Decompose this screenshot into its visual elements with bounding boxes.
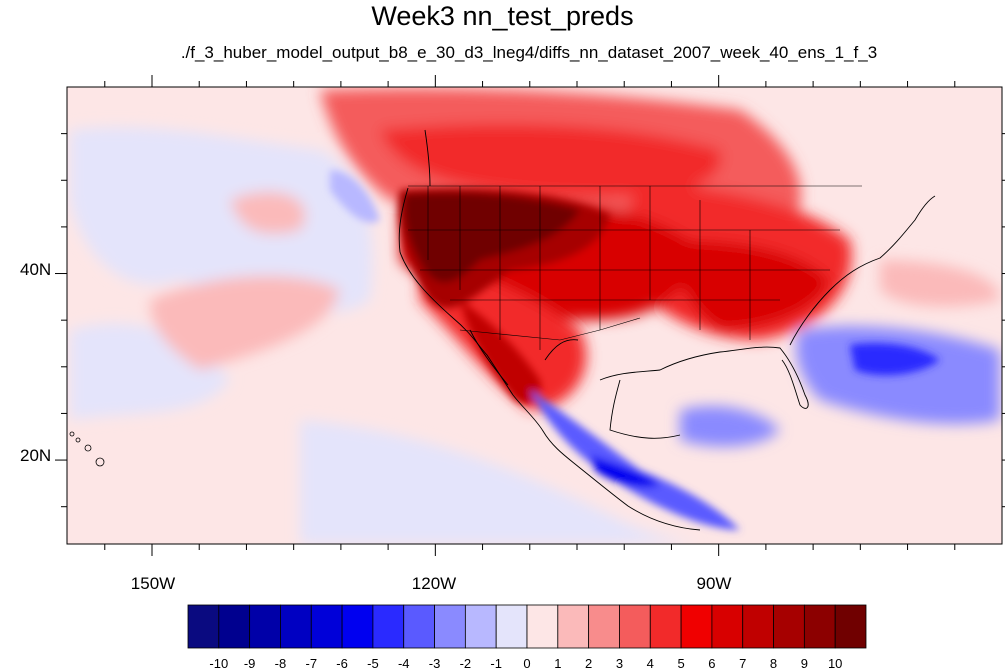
colorbar-label: 8 (770, 656, 777, 671)
colorbar-swatch (803, 604, 836, 649)
colorbar-label: 2 (585, 656, 592, 671)
map-frame (66, 86, 1003, 545)
colorbar-swatch (742, 604, 774, 649)
colorbar-label: -4 (398, 656, 410, 671)
colorbar-swatch (680, 604, 713, 649)
central-america-cool-region (530, 390, 740, 530)
colorbar-swatch (557, 604, 590, 649)
colorbar-label: -2 (460, 656, 472, 671)
colorbar-swatch (249, 604, 281, 649)
colorbar-swatch (773, 604, 805, 649)
axis-ticks (55, 75, 1005, 556)
colorbar-label: 5 (677, 656, 684, 671)
coastlines (398, 129, 936, 531)
colorbar-label: -7 (305, 656, 317, 671)
colorbar-label: 9 (801, 656, 808, 671)
lat-label-20n: 20N (20, 446, 51, 465)
hawaii-islands (69, 431, 105, 467)
southeast-us-warm-region (677, 240, 830, 330)
colorbar-label: -5 (367, 656, 379, 671)
pacific-cool-region (70, 127, 373, 313)
atlantic-cool-region (796, 326, 1000, 424)
colorbar-swatch (526, 604, 559, 649)
colorbar-swatch (464, 604, 497, 649)
colorbar-label: -6 (336, 656, 348, 671)
lon-label-150w: 150W (131, 574, 175, 593)
colorbar-label: 6 (708, 656, 715, 671)
colorbar-label: 7 (739, 656, 746, 671)
colorbar-swatch (341, 604, 374, 649)
lon-label-120w: 120W (412, 574, 456, 593)
colorbar-label: 4 (647, 656, 654, 671)
colorbar-label: -8 (275, 656, 287, 671)
colorbar-swatch (495, 604, 528, 649)
colorbar-label: 1 (554, 656, 561, 671)
state-borders (408, 185, 862, 350)
colorbar-swatch (372, 604, 405, 649)
colorbar-swatch (280, 604, 312, 649)
colorbar-label: -9 (244, 656, 256, 671)
colorbar-label: 10 (828, 656, 842, 671)
map-panel (67, 87, 1002, 544)
lon-label-90w: 90W (697, 574, 732, 593)
colorbar-swatch (619, 604, 651, 649)
colorbar-swatch (711, 604, 744, 649)
colorbar-swatch (834, 604, 867, 649)
colorbar-label: -3 (429, 656, 441, 671)
colorbar-swatch (403, 604, 435, 649)
plot-subtitle: ./f_3_huber_model_output_b8_e_30_d3_lneg… (180, 43, 878, 62)
colorbar-swatch (187, 604, 220, 649)
us-southwest-max-region (404, 193, 580, 283)
colorbar-label: 0 (523, 656, 530, 671)
colorbar-swatch (310, 604, 343, 649)
colorbar-swatch (649, 604, 682, 649)
colorbar-swatch (218, 604, 251, 649)
colorbar-swatch (434, 604, 466, 649)
colorbar-label: -1 (490, 656, 502, 671)
plot-title: Week3 nn_test_preds (371, 1, 634, 31)
colorbar-swatch (588, 604, 620, 649)
colorbar-label: 3 (616, 656, 623, 671)
lat-label-40n: 40N (20, 260, 51, 279)
colorbar-label: -10 (209, 656, 228, 671)
anomaly-field (70, 88, 1000, 544)
colorbar: -10 -9 -8 -7 -6 -5 -4 -3 -2 -1 0 1 2 3 4 5 6 7 8 9 10 (187, 604, 867, 671)
